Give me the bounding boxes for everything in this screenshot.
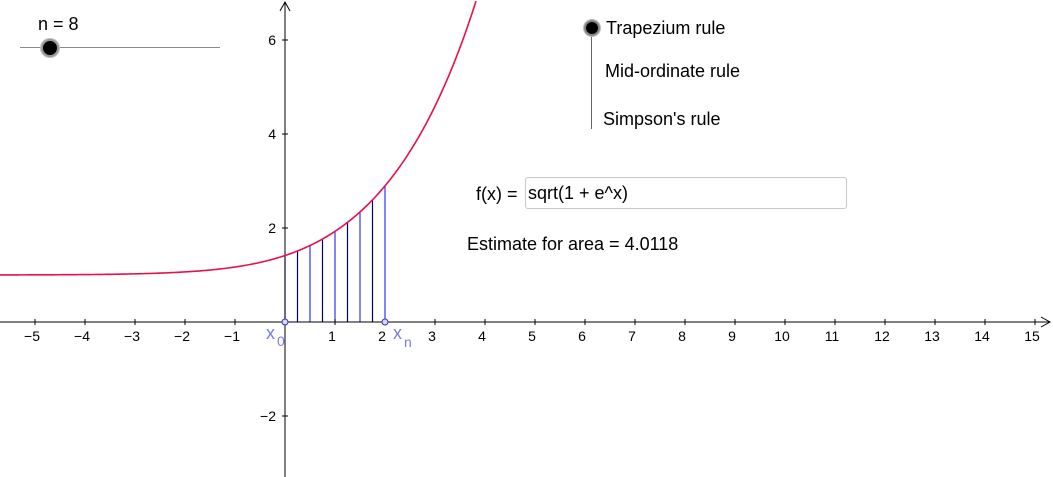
x-axis-arrow-icon xyxy=(1040,316,1052,328)
x-tick-label: 12 xyxy=(874,328,890,344)
x-tick-label: 6 xyxy=(578,328,586,344)
x-tick-label: 13 xyxy=(924,328,940,344)
selected-radio-icon[interactable] xyxy=(584,20,600,36)
x-tick-label: 9 xyxy=(728,328,736,344)
start-point-label: x xyxy=(266,323,275,343)
x-tick-label: −5 xyxy=(24,328,40,344)
x-tick-label: 14 xyxy=(974,328,990,344)
y-tick-label: 4 xyxy=(268,126,276,142)
y-tick-label: 2 xyxy=(268,220,276,236)
trapezium-strip xyxy=(310,239,323,322)
x-tick-label: −4 xyxy=(74,328,90,344)
trapezium-strip xyxy=(298,246,311,322)
trapezium-strip xyxy=(348,212,361,322)
slider-label: n = 8 xyxy=(38,14,79,34)
option-mid-ordinate-rule[interactable]: Mid-ordinate rule xyxy=(605,61,741,81)
x-tick-label: 8 xyxy=(678,328,686,344)
x-tick-label: 7 xyxy=(628,328,636,344)
trapezium-strip xyxy=(323,231,336,322)
x-tick-label: 2 xyxy=(378,328,386,344)
n-slider-track[interactable] xyxy=(20,47,220,48)
y-axis-arrow-icon xyxy=(279,0,291,12)
trapezium-strip xyxy=(373,186,386,322)
option-simpsons-rule[interactable]: Simpson's rule xyxy=(603,109,721,129)
start-point[interactable] xyxy=(281,318,289,326)
function-label: f(x) = xyxy=(476,184,518,204)
end-point-label: x xyxy=(393,323,402,343)
option-trapezium-rule[interactable]: Trapezium rule xyxy=(606,18,726,38)
function-curve xyxy=(0,0,477,276)
trapezium-strip xyxy=(335,222,348,322)
n-slider-thumb[interactable] xyxy=(41,39,59,57)
x-tick-label: 11 xyxy=(825,328,840,344)
end-point[interactable] xyxy=(381,318,389,326)
x-tick-label: 3 xyxy=(428,328,436,344)
function-input[interactable] xyxy=(525,177,847,209)
x-tick-label: 1 xyxy=(328,328,336,344)
area-estimate: Estimate for area = 4.0118 xyxy=(467,234,679,254)
start-point-subscript: 0 xyxy=(277,333,285,349)
x-tick-label: −1 xyxy=(224,328,240,344)
end-point-subscript: n xyxy=(404,334,412,350)
x-tick-label: −2 xyxy=(174,328,190,344)
y-tick-label: 6 xyxy=(268,32,276,48)
x-tick-label: 10 xyxy=(774,328,790,344)
x-tick-label: 5 xyxy=(528,328,536,344)
x-tick-label: 15 xyxy=(1024,328,1040,344)
trapezium-strip xyxy=(360,200,373,322)
x-tick-label: 4 xyxy=(478,328,486,344)
trapezium-strip xyxy=(285,251,298,322)
x-tick-label: −3 xyxy=(124,328,140,344)
endpoints[interactable] xyxy=(281,318,389,326)
y-tick-label: −2 xyxy=(260,408,276,424)
method-list-line xyxy=(591,29,592,129)
integration-strips xyxy=(284,185,386,322)
